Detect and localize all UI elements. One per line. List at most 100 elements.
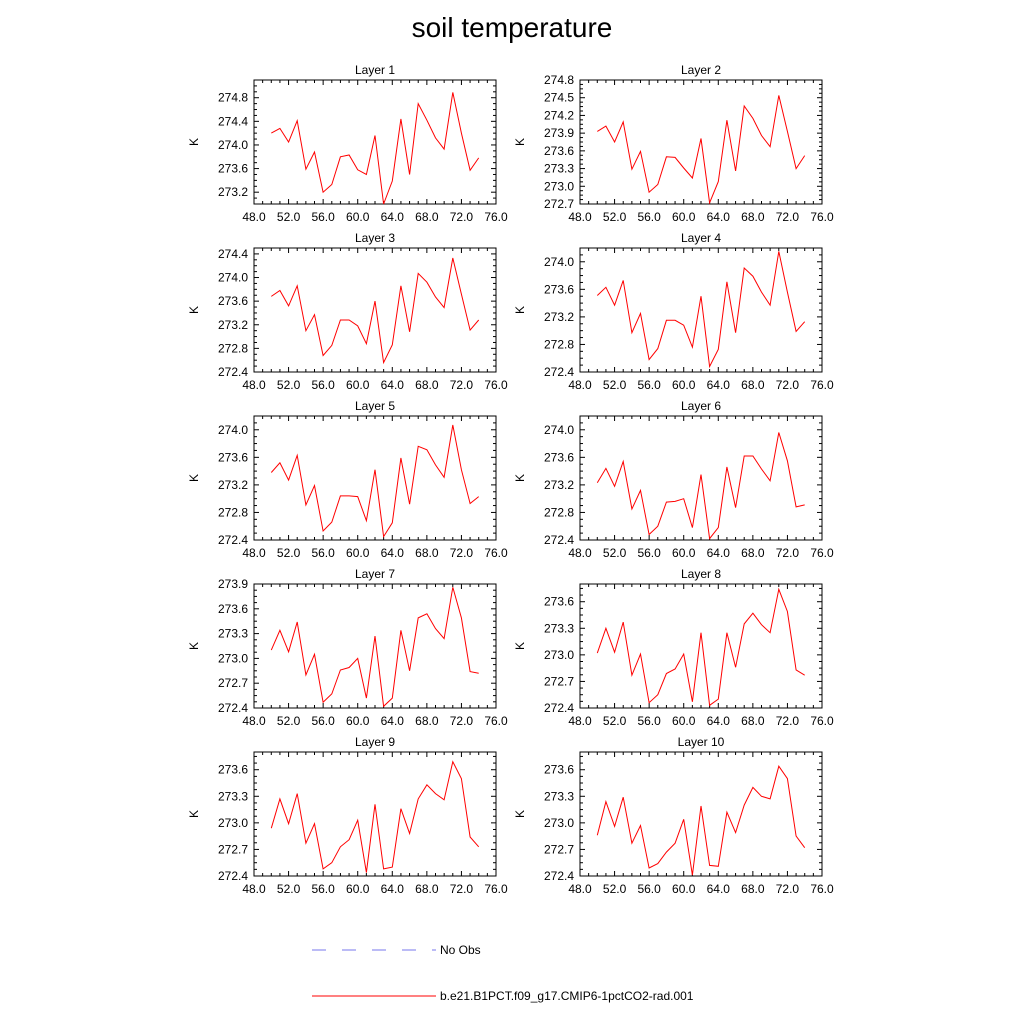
panel-4-xtick-label: 48.0 — [568, 378, 592, 392]
panel-7-xtick-label: 76.0 — [484, 714, 508, 728]
panel-9-series-line — [270, 760, 480, 873]
panel-3-xtick-label: 68.0 — [415, 378, 439, 392]
panel-1-xtick-label: 76.0 — [484, 210, 508, 224]
panel-3-xtick-label: 48.0 — [242, 378, 266, 392]
panel-1-ytick-label: 274.8 — [218, 91, 248, 105]
panel-2-ytick-label: 273.6 — [544, 144, 574, 158]
panel-8-ytick-label: 273.0 — [544, 648, 574, 662]
panel-8-ytick-label: 273.6 — [544, 595, 574, 609]
panel-5-xtick-label: 56.0 — [311, 546, 335, 560]
panel-9-ylabel: K — [187, 810, 201, 818]
panel-7-xtick-label: 60.0 — [346, 714, 370, 728]
panel-3-ytick-label: 272.4 — [218, 365, 248, 379]
chart-main-title: soil temperature — [411, 12, 613, 43]
panel-8-ytick-label: 273.3 — [544, 621, 574, 635]
panel-10-xtick-label: 56.0 — [637, 882, 661, 896]
panel-1-xtick-label: 60.0 — [346, 210, 370, 224]
panel-5-xtick-label: 68.0 — [415, 546, 439, 560]
panel-10-ytick-label: 273.0 — [544, 816, 574, 830]
panel-10-ytick-label: 272.4 — [544, 869, 574, 883]
panel-1-xtick-label: 48.0 — [242, 210, 266, 224]
panel-2-series-line — [597, 95, 806, 205]
panel-6-xtick-label: 72.0 — [776, 546, 800, 560]
panel-2-xtick-label: 60.0 — [672, 210, 696, 224]
panel-9-xtick-label: 56.0 — [311, 882, 335, 896]
panel-1-title: Layer 1 — [355, 63, 395, 77]
panel-10-xtick-label: 68.0 — [741, 882, 765, 896]
panel-10-title: Layer 10 — [678, 735, 725, 749]
panel-9-xtick-label: 60.0 — [346, 882, 370, 896]
panel-4-xtick-label: 68.0 — [741, 378, 765, 392]
panel-6-xtick-label: 52.0 — [603, 546, 627, 560]
panel-7-ytick-label: 273.0 — [218, 651, 248, 665]
panel-10-xtick-label: 52.0 — [603, 882, 627, 896]
panel-7-ytick-label: 272.7 — [218, 676, 248, 690]
panel-3-ytick-label: 274.0 — [218, 271, 248, 285]
panel-4-xtick-label: 52.0 — [603, 378, 627, 392]
panel-2-ylabel: K — [513, 138, 527, 146]
panel-9-ytick-label: 272.7 — [218, 842, 248, 856]
panel-9-xtick-label: 52.0 — [277, 882, 301, 896]
panel-1-xtick-label: 56.0 — [311, 210, 335, 224]
panel-10-frame — [579, 751, 823, 877]
legend-no-obs-label: No Obs — [440, 943, 481, 957]
panel-2-ytick-label: 274.2 — [544, 108, 574, 122]
panel-4-ytick-label: 273.2 — [544, 310, 574, 324]
panel-5-frame — [253, 415, 497, 541]
panel-6-ytick-label: 273.2 — [544, 478, 574, 492]
panel-2-xtick-label: 48.0 — [568, 210, 592, 224]
panel-8-ytick-label: 272.7 — [544, 674, 574, 688]
panel-7-xtick-label: 64.0 — [381, 714, 405, 728]
panel-5-xtick-label: 64.0 — [381, 546, 405, 560]
panel-3-xtick-label: 60.0 — [346, 378, 370, 392]
panel-1-xtick-label: 52.0 — [277, 210, 301, 224]
panel-4-ytick-label: 274.0 — [544, 255, 574, 269]
panel-1-frame — [253, 79, 497, 205]
panel-7-xtick-label: 52.0 — [277, 714, 301, 728]
panel-6-xtick-label: 68.0 — [741, 546, 765, 560]
panel-7-xtick-label: 72.0 — [450, 714, 474, 728]
panel-7-ytick-label: 272.4 — [218, 701, 248, 715]
panel-6-ylabel: K — [513, 474, 527, 482]
panel-5-title: Layer 5 — [355, 399, 395, 413]
panel-6-title: Layer 6 — [681, 399, 721, 413]
panel-6-ytick-label: 272.8 — [544, 505, 574, 519]
panel-5-xtick-label: 72.0 — [450, 546, 474, 560]
panel-9-xtick-label: 68.0 — [415, 882, 439, 896]
panel-10-ytick-label: 273.6 — [544, 763, 574, 777]
panel-5-xtick-label: 48.0 — [242, 546, 266, 560]
panel-7-xtick-label: 56.0 — [311, 714, 335, 728]
panel-9-ytick-label: 273.6 — [218, 763, 248, 777]
panel-1-ytick-label: 273.2 — [218, 185, 248, 199]
panel-3-ytick-label: 272.8 — [218, 341, 248, 355]
panel-3-ytick-label: 273.6 — [218, 294, 248, 308]
panel-4-series-line — [596, 251, 806, 369]
panel-5-ylabel: K — [187, 474, 201, 482]
panel-10-xtick-label: 60.0 — [672, 882, 696, 896]
panel-10-xtick-label: 76.0 — [810, 882, 834, 896]
panel-7-ytick-label: 273.9 — [218, 577, 248, 591]
panel-1-ylabel: K — [187, 138, 201, 146]
panel-9-ytick-label: 273.0 — [218, 816, 248, 830]
panel-3-xtick-label: 56.0 — [311, 378, 335, 392]
panel-5-ytick-label: 272.8 — [218, 505, 248, 519]
panel-8-xtick-label: 76.0 — [810, 714, 834, 728]
panel-4-xtick-label: 56.0 — [637, 378, 661, 392]
panel-5-ytick-label: 272.4 — [218, 533, 248, 547]
panel-3-series-line — [271, 257, 480, 365]
panel-8-series-line — [596, 587, 805, 707]
panel-6-xtick-label: 76.0 — [810, 546, 834, 560]
panel-8-xtick-label: 68.0 — [741, 714, 765, 728]
panel-2-xtick-label: 76.0 — [810, 210, 834, 224]
panel-10-xtick-label: 64.0 — [707, 882, 731, 896]
panel-4-xtick-label: 60.0 — [672, 378, 696, 392]
panel-10-ylabel: K — [513, 810, 527, 818]
panel-2-ytick-label: 272.7 — [544, 197, 574, 211]
panel-7-xtick-label: 48.0 — [242, 714, 266, 728]
panel-4-frame — [579, 247, 823, 373]
panel-4-xtick-label: 72.0 — [776, 378, 800, 392]
panel-1-ytick-label: 274.4 — [218, 114, 248, 128]
panel-4-ylabel: K — [513, 306, 527, 314]
panel-8-xtick-label: 60.0 — [672, 714, 696, 728]
